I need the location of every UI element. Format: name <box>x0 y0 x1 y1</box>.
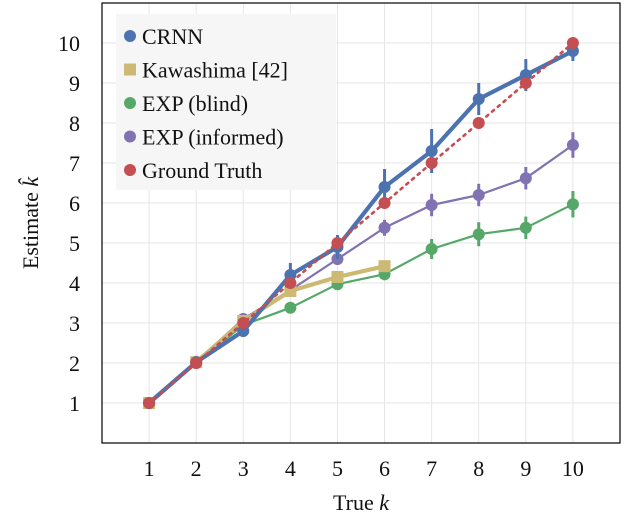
data-point <box>425 157 438 169</box>
data-point <box>472 189 485 201</box>
legend-label: CRNN <box>142 24 203 49</box>
x-tick-label: 8 <box>473 456 484 481</box>
data-point <box>331 237 344 249</box>
y-tick-label: 3 <box>69 311 80 336</box>
y-tick-label: 5 <box>69 231 80 256</box>
data-point <box>190 357 203 369</box>
legend-marker <box>124 63 136 76</box>
data-point <box>378 260 391 273</box>
x-tick-label: 10 <box>562 456 584 481</box>
data-point <box>284 277 297 289</box>
y-tick-label: 9 <box>69 71 80 96</box>
legend-marker <box>124 30 136 42</box>
legend-label: EXP (informed) <box>142 125 284 150</box>
y-tick-label: 6 <box>69 191 80 216</box>
data-point <box>378 221 391 234</box>
x-tick-label: 2 <box>191 456 202 481</box>
data-point <box>237 317 250 329</box>
data-point <box>143 397 156 409</box>
legend-label: EXP (blind) <box>142 91 248 116</box>
data-point <box>519 172 532 185</box>
data-point <box>425 145 438 157</box>
legend-marker <box>124 164 136 176</box>
x-tick-label: 9 <box>520 456 531 481</box>
y-tick-label: 4 <box>69 271 80 296</box>
y-tick-label: 1 <box>69 391 80 416</box>
y-axis-ticks: 1 2 3 4 5 6 7 8 9 10 <box>58 31 80 416</box>
plot-frame <box>101 2 621 444</box>
series-line-crnn <box>146 48 576 406</box>
legend-item: Kawashima [42] <box>124 58 288 83</box>
y-axis-label: Estimate k̂ <box>18 176 43 269</box>
y-tick-label: 8 <box>69 111 80 136</box>
y-tick-label: 7 <box>69 151 80 176</box>
y-tick-label: 2 <box>69 351 80 376</box>
x-tick-label: 4 <box>285 456 296 481</box>
data-point <box>519 77 532 89</box>
data-point <box>519 221 532 234</box>
legend: CRNN Kawashima [42] EXP (blind) EXP (inform… <box>116 14 336 190</box>
x-axis-label: True k <box>333 490 390 515</box>
y-tick-label: 10 <box>58 31 80 56</box>
data-point <box>472 117 485 129</box>
data-point <box>566 37 579 49</box>
data-point <box>566 139 579 151</box>
x-tick-label: 3 <box>238 456 249 481</box>
series-line-ground-truth <box>147 41 575 405</box>
data-point <box>331 271 344 283</box>
legend-marker <box>124 97 136 109</box>
legend-label: Ground Truth <box>142 158 262 183</box>
legend-box <box>116 14 336 190</box>
x-tick-label: 6 <box>379 456 390 481</box>
legend-item: Ground Truth <box>124 158 262 183</box>
data-point <box>566 198 579 211</box>
series-ground-truth <box>143 37 579 409</box>
data-point <box>425 243 438 255</box>
data-point <box>378 181 391 193</box>
legend-item: EXP (informed) <box>124 125 284 150</box>
x-axis-ticks: 1 2 3 4 5 6 7 8 9 10 <box>144 456 584 481</box>
data-point <box>425 199 438 211</box>
legend-marker <box>124 130 136 143</box>
x-tick-label: 1 <box>144 456 155 481</box>
x-tick-label: 5 <box>332 456 343 481</box>
data-point <box>472 93 485 105</box>
data-point <box>378 197 391 209</box>
data-point <box>284 301 297 314</box>
legend-item: CRNN <box>124 24 203 49</box>
series-layer <box>143 37 579 409</box>
x-tick-label: 7 <box>426 456 437 481</box>
legend-label: Kawashima [42] <box>142 58 288 83</box>
data-point <box>472 228 485 241</box>
legend-item: EXP (blind) <box>124 91 248 116</box>
